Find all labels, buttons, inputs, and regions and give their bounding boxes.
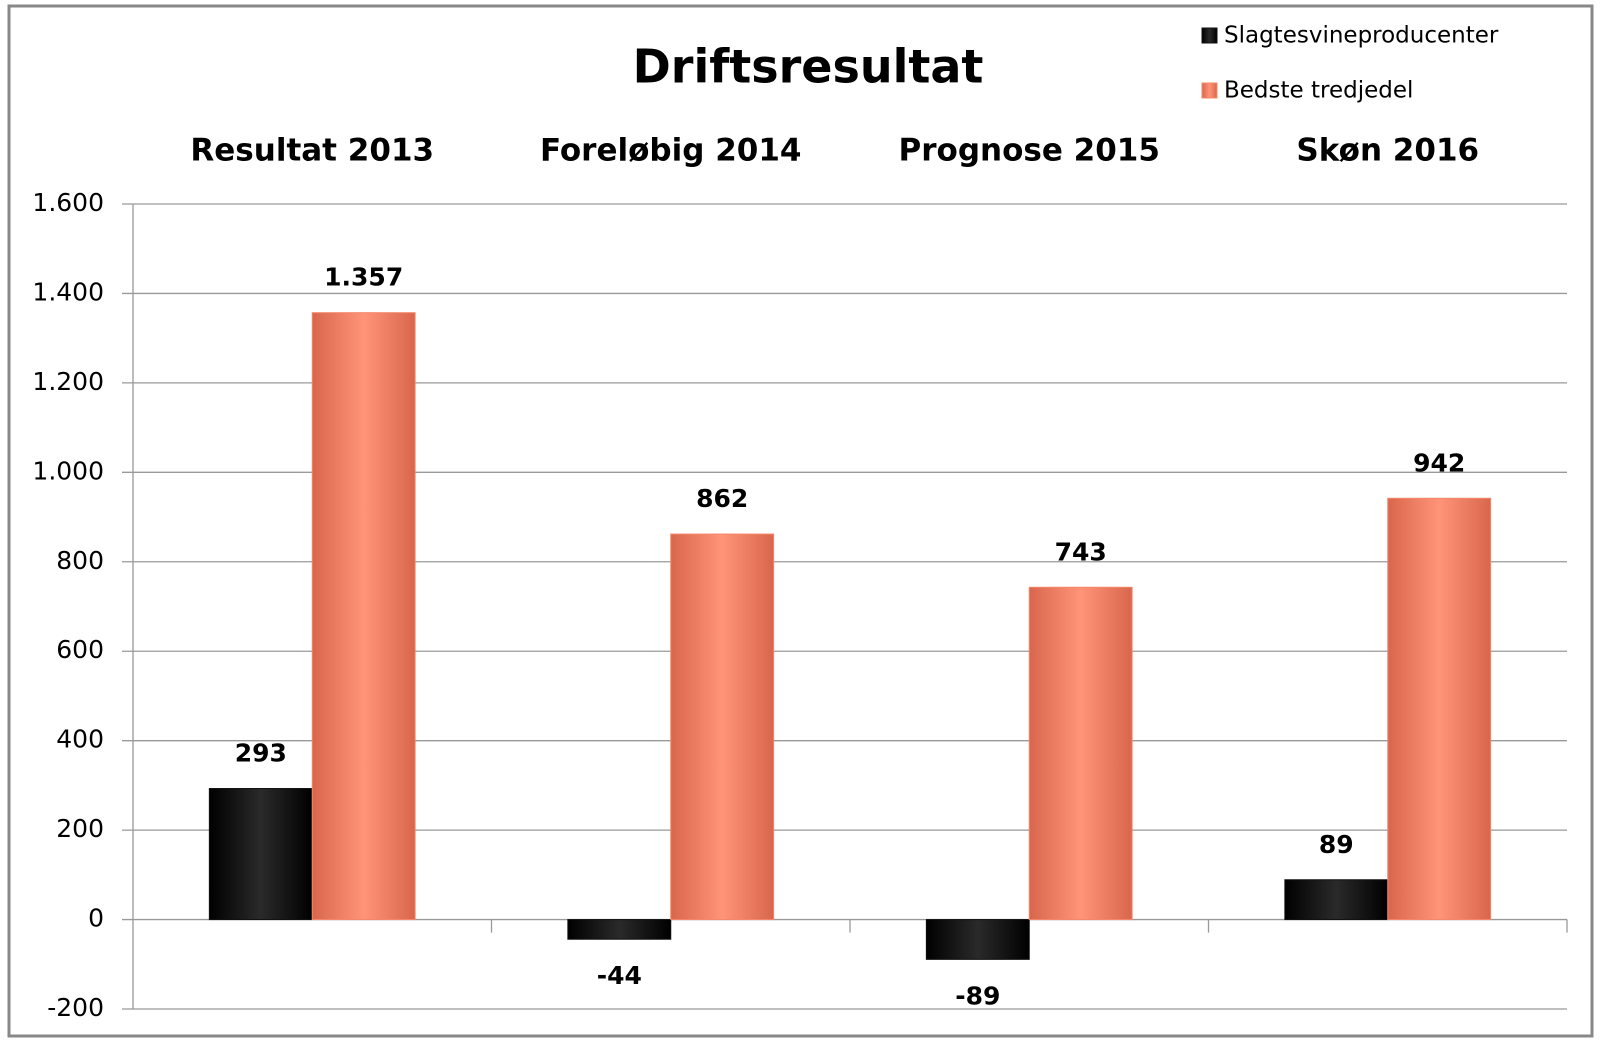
legend-label: Bedste tredjedel xyxy=(1224,78,1413,104)
bar xyxy=(925,919,1030,960)
chart-title: Driftsresultat xyxy=(633,40,984,94)
legend-marker xyxy=(1201,82,1218,99)
legend-label: Slagtesvineproducenter xyxy=(1224,23,1499,49)
category-label: Prognose 2015 xyxy=(899,133,1160,169)
value-label: -89 xyxy=(955,981,1000,1010)
chart-frame xyxy=(7,4,1594,1038)
bar xyxy=(208,788,313,921)
y-tick-label: 600 xyxy=(56,635,104,664)
legend-marker xyxy=(1201,27,1218,44)
value-label: 293 xyxy=(235,739,287,768)
y-tick-label: 200 xyxy=(56,814,104,843)
y-tick-label: 800 xyxy=(56,546,104,575)
bar xyxy=(1284,879,1389,921)
y-tick-label: 0 xyxy=(88,904,104,933)
y-tick-label: 1.600 xyxy=(32,188,104,217)
y-tick-label: 400 xyxy=(56,725,104,754)
y-tick-label: 1.000 xyxy=(32,456,104,485)
category-label: Foreløbig 2014 xyxy=(540,133,802,169)
bar xyxy=(670,533,775,921)
category-label: Skøn 2016 xyxy=(1296,133,1479,169)
value-label: -44 xyxy=(597,961,642,990)
value-label: 942 xyxy=(1413,448,1465,477)
bar xyxy=(567,919,672,940)
bar xyxy=(1387,497,1492,921)
value-label: 89 xyxy=(1319,830,1354,859)
y-tick-label: 1.400 xyxy=(32,277,104,306)
value-label: 743 xyxy=(1055,537,1107,566)
bar xyxy=(1028,586,1133,921)
bar xyxy=(311,312,416,921)
category-label: Resultat 2013 xyxy=(190,133,434,169)
value-label: 1.357 xyxy=(324,263,403,292)
value-label: 862 xyxy=(696,484,748,513)
y-tick-label: -200 xyxy=(47,993,104,1022)
y-tick-label: 1.200 xyxy=(32,367,104,396)
